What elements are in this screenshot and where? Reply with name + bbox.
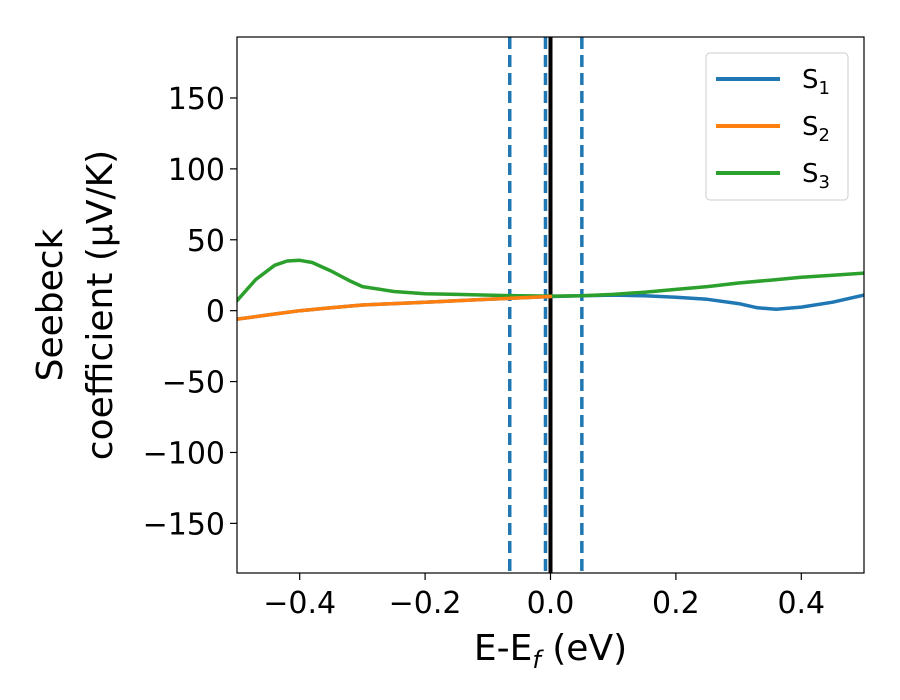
y-tick-label: 100 xyxy=(168,153,225,188)
y-axis-title-line1: Seebeck xyxy=(30,228,71,381)
y-tick-label: −100 xyxy=(143,436,225,471)
series-line-s3 xyxy=(237,258,864,303)
x-tick-label: −0.2 xyxy=(389,586,462,621)
plot-area xyxy=(237,37,864,573)
x-tick-label: 0.0 xyxy=(527,586,575,621)
legend-label-s2: S2 xyxy=(802,112,830,146)
legend-label-s1: S1 xyxy=(802,65,830,99)
y-tick-label: 0 xyxy=(206,295,225,330)
y-axis-title-line2: coefficient (μV/K) xyxy=(80,150,121,460)
x-tick-label: 0.2 xyxy=(652,586,700,621)
legend-label-s3: S3 xyxy=(802,159,830,193)
y-tick-label: 150 xyxy=(168,82,225,117)
x-tick-label: −0.4 xyxy=(263,586,336,621)
axes-layer: −0.4 −0.2 0.0 0.2 0.4 150 100 50 0 −50 −100 −150 E-E… xyxy=(30,36,865,674)
series-line-s2 xyxy=(237,294,553,321)
x-tick-label: 0.4 xyxy=(777,586,825,621)
y-tick-label: −50 xyxy=(162,366,225,401)
y-axis-title: Seebeck coefficient (μV/K) xyxy=(30,150,121,460)
x-axis-title: E-Ef (eV) xyxy=(474,628,627,674)
y-tick-label: 50 xyxy=(187,224,225,259)
y-tick-label: −150 xyxy=(143,507,225,542)
